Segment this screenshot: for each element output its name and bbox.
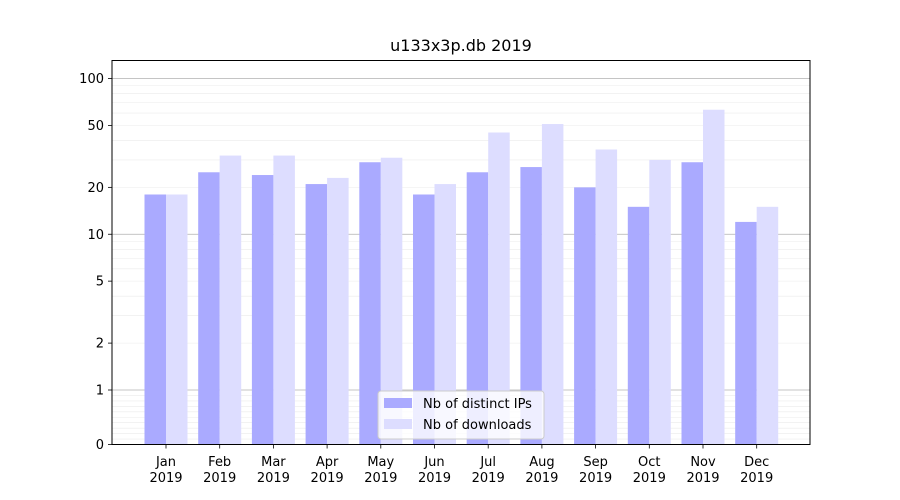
- bar-distinct-ips: [574, 187, 596, 445]
- bar-distinct-ips: [735, 221, 757, 445]
- x-tick-label: Mar: [261, 455, 286, 470]
- chart-title: u133x3p.db 2019: [390, 36, 532, 55]
- x-tick-label: 2019: [418, 471, 451, 486]
- bar-downloads: [434, 184, 456, 445]
- bar-downloads: [327, 177, 349, 445]
- x-tick-label: Dec: [744, 455, 769, 470]
- bar-downloads: [488, 132, 510, 445]
- bar-distinct-ips: [305, 184, 328, 445]
- bar-downloads: [541, 124, 564, 445]
- bar-distinct-ips: [359, 162, 381, 445]
- bar-downloads: [649, 159, 671, 445]
- bar-distinct-ips: [198, 172, 220, 445]
- y-tick-label: 10: [87, 228, 104, 243]
- x-tick-label: Aug: [529, 455, 554, 470]
- x-axis: Jan2019Feb2019Mar2019Apr2019May2019Jun20…: [149, 444, 773, 486]
- x-tick-label: 2019: [740, 471, 773, 486]
- y-tick-label: 0: [96, 438, 104, 453]
- y-tick-label: 50: [87, 119, 104, 134]
- bar-distinct-ips: [520, 167, 542, 445]
- legend-swatch: [384, 398, 412, 408]
- x-tick-label: Oct: [638, 455, 660, 470]
- legend-label: Nb of distinct IPs: [423, 397, 532, 412]
- plot-area-frame: [111, 60, 811, 445]
- bar-distinct-ips: [144, 194, 166, 445]
- x-tick-label: 2019: [203, 471, 236, 486]
- bar-downloads: [756, 206, 779, 445]
- x-tick-label: 2019: [579, 471, 612, 486]
- bar-distinct-ips: [413, 194, 435, 445]
- y-tick-label: 1: [96, 384, 104, 399]
- y-tick-label: 5: [96, 275, 104, 290]
- bar-distinct-ips: [251, 175, 274, 445]
- x-tick-label: Apr: [316, 455, 339, 470]
- x-tick-label: Feb: [208, 455, 231, 470]
- x-tick-label: Nov: [690, 455, 716, 470]
- bar-downloads: [595, 149, 618, 445]
- bar-downloads: [219, 155, 242, 445]
- legend: Nb of distinct IPs Nb of downloads: [377, 390, 545, 440]
- x-tick-label: Jun: [423, 455, 444, 470]
- x-tick-label: May: [367, 455, 394, 470]
- legend-swatch: [384, 419, 412, 429]
- x-tick-label: 2019: [311, 471, 344, 486]
- x-tick-label: 2019: [149, 471, 182, 486]
- bar-downloads: [703, 109, 725, 445]
- x-tick-label: Jan: [155, 455, 176, 470]
- legend-label: Nb of downloads: [423, 418, 532, 433]
- bar-distinct-ips: [681, 162, 703, 445]
- x-tick-label: 2019: [633, 471, 666, 486]
- bars: [144, 109, 779, 445]
- x-tick-label: 2019: [364, 471, 397, 486]
- bar-downloads: [273, 155, 295, 445]
- y-tick-label: 20: [87, 181, 104, 196]
- x-tick-label: Sep: [583, 455, 608, 470]
- y-tick-label: 2: [96, 337, 104, 352]
- x-tick-label: 2019: [472, 471, 505, 486]
- y-tick-label: 100: [79, 72, 104, 87]
- bar-distinct-ips: [627, 206, 650, 445]
- x-tick-label: Jul: [479, 455, 496, 470]
- bar-downloads: [380, 157, 403, 445]
- x-tick-label: 2019: [525, 471, 558, 486]
- y-axis: 0 1 2 5 10 20 50 100: [79, 72, 112, 453]
- bar-distinct-ips: [466, 172, 489, 445]
- bar-downloads: [166, 194, 188, 445]
- x-tick-label: 2019: [686, 471, 719, 486]
- x-tick-label: 2019: [257, 471, 290, 486]
- legend-box: [377, 390, 545, 440]
